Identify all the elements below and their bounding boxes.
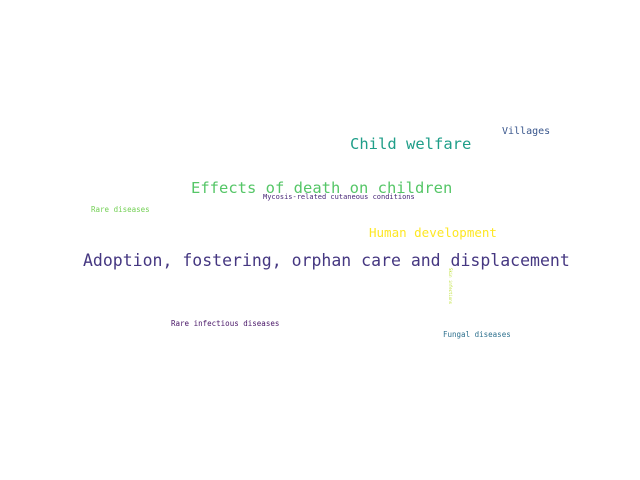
word-rare-diseases: Rare diseases <box>91 205 150 214</box>
word-adoption: Adoption, fostering, orphan care and dis… <box>83 251 570 270</box>
word-mycosis: Mycosis-related cutaneous conditions <box>263 193 415 201</box>
word-child-welfare: Child welfare <box>350 135 472 153</box>
word-rare-infectious-diseases: Rare infectious diseases <box>171 319 280 328</box>
word-effects-of-death: Effects of death on children <box>191 179 453 197</box>
word-fungal-diseases: Fungal diseases <box>443 330 511 339</box>
word-human-development: Human development <box>369 225 497 240</box>
word-villages: Villages <box>502 126 551 137</box>
word-vertical-small: Skin infections <box>448 267 454 305</box>
